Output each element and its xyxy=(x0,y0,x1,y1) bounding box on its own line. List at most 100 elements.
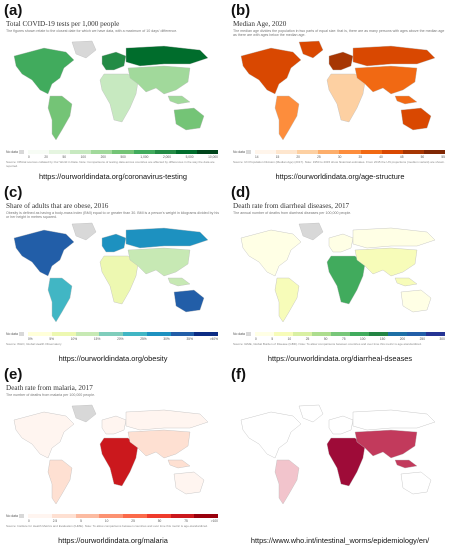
southeast-asia-islands-region xyxy=(394,459,418,469)
australia-region xyxy=(173,107,205,131)
map-title: Death rate from diarrheal diseases, 2017 xyxy=(233,202,350,210)
map-source xyxy=(233,525,447,532)
south-america-region xyxy=(274,95,300,141)
color-scale xyxy=(28,150,218,154)
asia-region xyxy=(354,65,418,95)
legend-swatch xyxy=(28,332,52,336)
south-america-region xyxy=(47,459,73,505)
map-source: Source: Institute for Health Metrics and… xyxy=(6,525,208,528)
panel-letter: (f) xyxy=(231,366,246,383)
panel-letter: (b) xyxy=(231,2,251,19)
legend-swatch xyxy=(75,514,100,518)
legend-tick-label: 45 xyxy=(399,155,404,159)
panel-letter: (c) xyxy=(4,184,23,201)
legend-tick-label: 500 xyxy=(120,155,126,159)
map-subtitle: The median age divides the population in… xyxy=(233,29,445,38)
no-data-swatch xyxy=(19,332,24,336)
color-scale xyxy=(255,332,445,336)
legend-ticks: 14 15 20 25 30 35 40 45 50 55 xyxy=(255,155,445,159)
no-data-label: No data xyxy=(6,514,18,518)
legend-tick-label: 14 xyxy=(255,155,259,159)
legend-tick-label: 2.5 xyxy=(52,519,58,523)
color-scale xyxy=(255,514,445,518)
australia-region xyxy=(400,289,432,313)
map-legend: No data 0 20 50 100 200 500 1,000 2,000 5,000 10,… xyxy=(6,149,220,161)
russia-region xyxy=(352,409,436,431)
world-map xyxy=(13,40,209,141)
legend-swatch xyxy=(276,150,298,154)
legend-tick-label: 15% xyxy=(93,337,101,341)
legend-swatch xyxy=(123,514,147,518)
north-america-region xyxy=(13,411,75,459)
no-data-label: No data xyxy=(233,332,245,336)
legend-swatch xyxy=(318,150,340,154)
europe-region xyxy=(328,233,354,253)
map-panel-f: (f) https://www.who.int/intestinal_worms… xyxy=(229,366,451,548)
asia-region xyxy=(127,65,191,95)
africa-region xyxy=(326,437,366,487)
world-map xyxy=(240,222,436,323)
map-source: Source: WHO, Global Health Observatory xyxy=(6,343,62,346)
color-scale xyxy=(255,150,445,154)
legend-ticks: 0 5 10 25 50 75 100 150 200 250 300 xyxy=(255,337,445,341)
europe-region xyxy=(101,415,127,435)
map-panel-e: (e) Death rate from malaria, 2017 The nu… xyxy=(2,366,224,548)
legend-swatch xyxy=(75,332,100,336)
panel-letter: (e) xyxy=(4,366,23,383)
greenland-region xyxy=(71,222,97,241)
legend-tick-label: 0 xyxy=(28,155,30,159)
legend-swatch xyxy=(194,514,218,518)
source-url: https://ourworldindata.org/coronavirus-t… xyxy=(39,172,187,181)
map-panel-c: (c) Share of adults that are obese, 2016… xyxy=(2,184,224,366)
legend-swatch xyxy=(28,514,52,518)
map-title: Share of adults that are obese, 2016 xyxy=(6,202,109,210)
no-data-swatch xyxy=(19,150,24,154)
legend-tick-label: 5 xyxy=(271,337,274,341)
legend-tick-label: 0% xyxy=(28,337,33,341)
north-america-region xyxy=(13,229,75,277)
legend-tick-label: 25 xyxy=(131,519,135,523)
legend-tick-label: 200 xyxy=(399,337,406,341)
no-data-label: No data xyxy=(233,150,245,154)
legend-swatch xyxy=(350,332,369,336)
legend-swatch xyxy=(255,150,277,154)
legend-tick-label: >40% xyxy=(209,337,218,341)
legend-tick-label: 50 xyxy=(62,155,67,159)
north-america-region xyxy=(240,229,302,277)
legend-swatch xyxy=(360,150,382,154)
north-america-region xyxy=(13,47,75,95)
legend-tick-label: 35 xyxy=(358,155,363,159)
legend-swatch xyxy=(423,150,445,154)
legend-tick-label: 10% xyxy=(70,337,78,341)
asia-region xyxy=(354,429,418,459)
map-legend: No data 14 15 20 25 30 35 40 45 50 55 xyxy=(233,149,447,161)
australia-region xyxy=(173,289,205,313)
legend-swatch xyxy=(123,332,147,336)
map-legend: No data 0 5 10 25 50 75 100 150 200 250 300 xyxy=(233,331,447,343)
map-source: Source: IHME, Global Burden of Disease (… xyxy=(233,343,422,346)
greenland-region xyxy=(71,40,97,59)
map-subtitle: The number of deaths from malaria per 10… xyxy=(6,393,96,397)
asia-region xyxy=(127,247,191,277)
source-url: https://www.who.int/intestinal_worms/epi… xyxy=(250,536,430,545)
legend-tick-label: 100 xyxy=(360,337,366,341)
legend-tick-label: 20% xyxy=(117,337,124,341)
russia-region xyxy=(125,227,209,249)
legend-swatch xyxy=(146,332,171,336)
color-scale xyxy=(28,514,218,518)
legend-swatch xyxy=(274,332,293,336)
legend-tick-label: 35% xyxy=(186,337,193,341)
legend-tick-label: 10,000 xyxy=(208,155,218,159)
north-america-region xyxy=(240,47,302,95)
legend-tick-label: 10 xyxy=(104,519,109,523)
world-map xyxy=(13,404,209,505)
asia-region xyxy=(354,247,418,277)
legend-swatch xyxy=(28,150,50,154)
europe-region xyxy=(101,233,127,253)
map-subtitle xyxy=(233,393,447,402)
map-subtitle: The annual number of deaths from diarrhe… xyxy=(233,211,352,215)
map-source: Source: UN Population Division (Median A… xyxy=(233,161,445,164)
russia-region xyxy=(352,45,436,67)
legend-tick-label: 5 xyxy=(80,519,82,523)
southeast-asia-islands-region xyxy=(167,459,191,469)
